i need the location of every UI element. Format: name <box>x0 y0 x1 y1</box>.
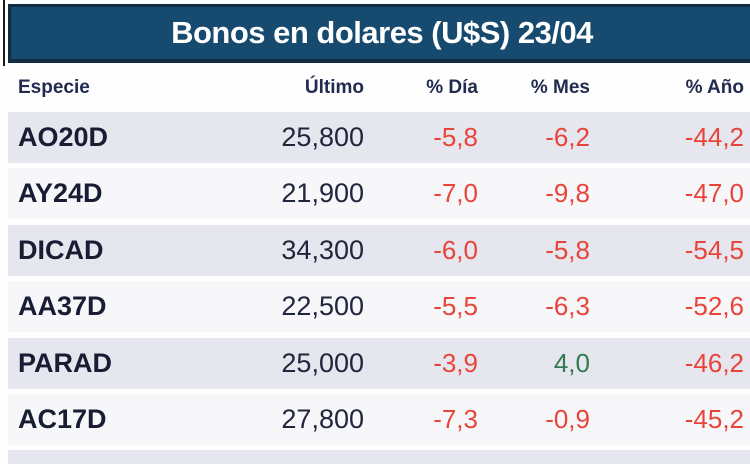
especie-cell: AY24D <box>18 178 103 208</box>
table-row: AC17D 27,800 -7,3 -0,9 -45,2 <box>8 394 750 445</box>
pct-mes-cell: -5,8 <box>545 235 590 265</box>
pct-dia-cell: -7,0 <box>433 178 478 208</box>
table-row: DICAD 34,300 -6,0 -5,8 -54,5 <box>8 225 750 276</box>
column-header-pct-mes: % Mes <box>530 77 590 98</box>
pct-mes-cell: -6,3 <box>545 291 590 321</box>
ultimo-cell: 21,900 <box>281 178 364 208</box>
left-edge-line <box>3 0 5 66</box>
especie-cell: PARAD <box>18 348 112 378</box>
ultimo-cell: 25,000 <box>281 348 364 378</box>
ultimo-cell: 25,800 <box>281 122 364 152</box>
pct-mes-cell: -6,2 <box>545 122 590 152</box>
pct-ano-cell: -45,2 <box>684 404 744 434</box>
table-title-bar: Bonos en dolares (U$S) 23/04 <box>8 4 750 63</box>
table-row: AO20D 25,800 -5,8 -6,2 -44,2 <box>8 112 750 163</box>
column-header-pct-dia: % Día <box>426 77 478 98</box>
ultimo-cell: 27,800 <box>281 404 364 434</box>
table-row: AY24D 21,900 -7,0 -9,8 -47,0 <box>8 168 750 219</box>
pct-mes-cell: -0,9 <box>545 404 590 434</box>
pct-ano-cell: -54,5 <box>684 235 744 265</box>
partial-next-row-stripe <box>8 450 750 464</box>
column-header-row: Especie Último % Día % Mes % Año <box>8 66 750 110</box>
ultimo-cell: 22,500 <box>281 291 364 321</box>
especie-cell: AO20D <box>18 122 109 152</box>
column-header-especie: Especie <box>18 77 90 98</box>
pct-mes-cell: 4,0 <box>553 348 590 378</box>
pct-ano-cell: -44,2 <box>684 122 744 152</box>
pct-ano-cell: -47,0 <box>684 178 744 208</box>
especie-cell: DICAD <box>18 235 104 265</box>
pct-dia-cell: -3,9 <box>433 348 478 378</box>
pct-dia-cell: -5,8 <box>433 122 478 152</box>
especie-cell: AC17D <box>18 404 107 434</box>
pct-dia-cell: -6,0 <box>433 235 478 265</box>
pct-ano-cell: -52,6 <box>684 291 744 321</box>
table-title: Bonos en dolares (U$S) 23/04 <box>171 15 593 50</box>
pct-dia-cell: -7,3 <box>433 404 478 434</box>
pct-mes-cell: -9,8 <box>545 178 590 208</box>
pct-dia-cell: -5,5 <box>433 291 478 321</box>
table-row: PARAD 25,000 -3,9 4,0 -46,2 <box>8 338 750 389</box>
especie-cell: AA37D <box>18 291 107 321</box>
ultimo-cell: 34,300 <box>281 235 364 265</box>
pct-ano-cell: -46,2 <box>684 348 744 378</box>
table-row: AA37D 22,500 -5,5 -6,3 -52,6 <box>8 281 750 332</box>
column-header-pct-ano: % Año <box>685 77 744 98</box>
column-header-ultimo: Último <box>304 77 364 98</box>
